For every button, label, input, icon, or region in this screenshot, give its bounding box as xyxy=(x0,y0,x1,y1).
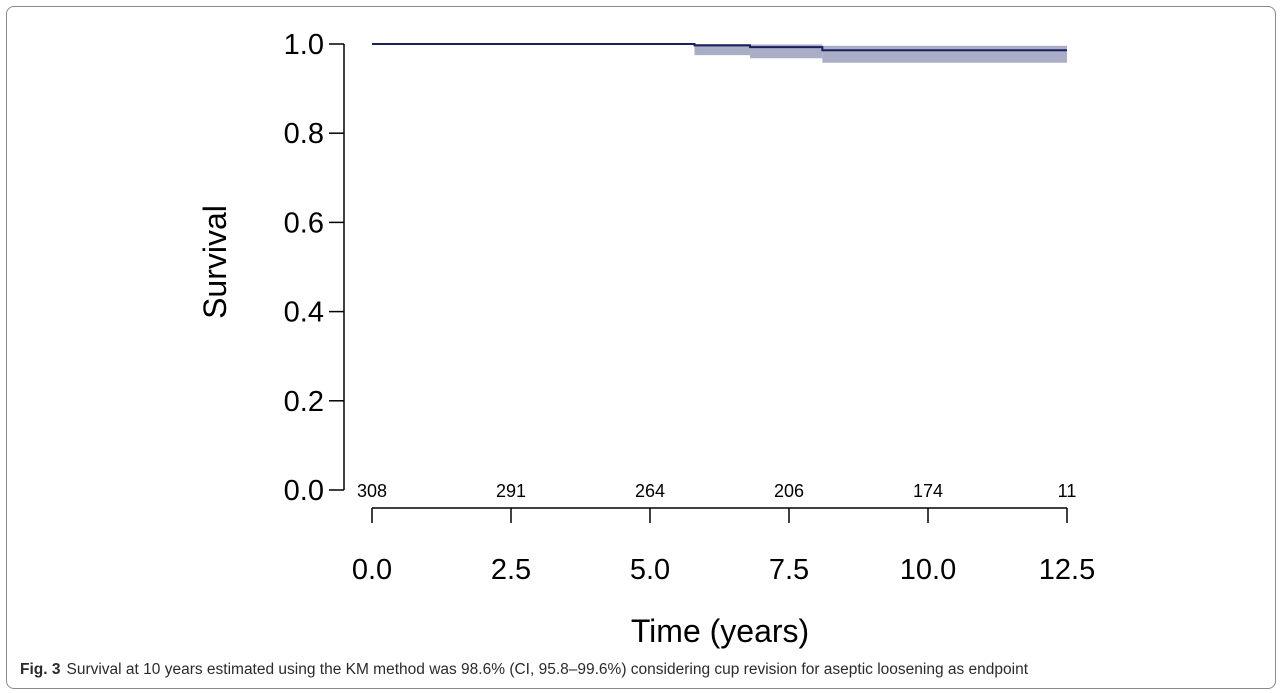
x-tick-label: 0.0 xyxy=(352,554,392,586)
y-tick-label: 0.8 xyxy=(284,118,324,150)
y-tick-label: 0.2 xyxy=(284,386,324,418)
numbers-at-risk: 308 291 264 206 174 11 xyxy=(357,481,1076,501)
survival-line-layer xyxy=(372,43,1067,52)
figure-caption: Fig. 3 Survival at 10 years estimated usi… xyxy=(20,661,1270,679)
number-at-risk-label: 174 xyxy=(913,481,943,501)
x-tick-label: 2.5 xyxy=(491,554,531,586)
x-axis: 0.0 2.5 5.0 7.5 10.0 12.5 xyxy=(352,507,1095,586)
number-at-risk-label: 308 xyxy=(357,481,387,501)
x-tick-label: 5.0 xyxy=(630,554,670,586)
y-tick-label: 0.0 xyxy=(284,475,324,507)
number-at-risk-label: 264 xyxy=(635,481,665,501)
caption-label: Fig. 3 xyxy=(20,661,61,678)
x-axis-title: Time (years) xyxy=(631,613,809,649)
y-axis-title: Survival xyxy=(197,205,233,319)
y-tick-label: 1.0 xyxy=(284,29,324,61)
y-tick-label: 0.4 xyxy=(284,297,324,329)
survival-chart: 0.00.20.40.60.81.0 0.0 2.5 5.0 7.5 10.0 12.5 … xyxy=(197,29,1095,649)
x-tick-label: 12.5 xyxy=(1039,554,1095,586)
survival-step-line xyxy=(372,43,1067,52)
y-tick-label: 0.6 xyxy=(284,207,324,239)
ci-band-segment xyxy=(694,44,751,56)
number-at-risk-label: 291 xyxy=(496,481,526,501)
ci-band-segment xyxy=(822,45,1067,63)
y-axis: 0.0 0.2 0.4 0.6 0.8 1.0 xyxy=(284,29,345,507)
number-at-risk-label: 206 xyxy=(774,481,804,501)
number-at-risk-label: 11 xyxy=(1058,481,1077,501)
figure-frame xyxy=(6,6,1276,689)
x-tick-label: 7.5 xyxy=(769,554,809,586)
x-tick-label: 10.0 xyxy=(900,554,956,586)
caption-text: Survival at 10 years estimated using the… xyxy=(66,661,1029,678)
